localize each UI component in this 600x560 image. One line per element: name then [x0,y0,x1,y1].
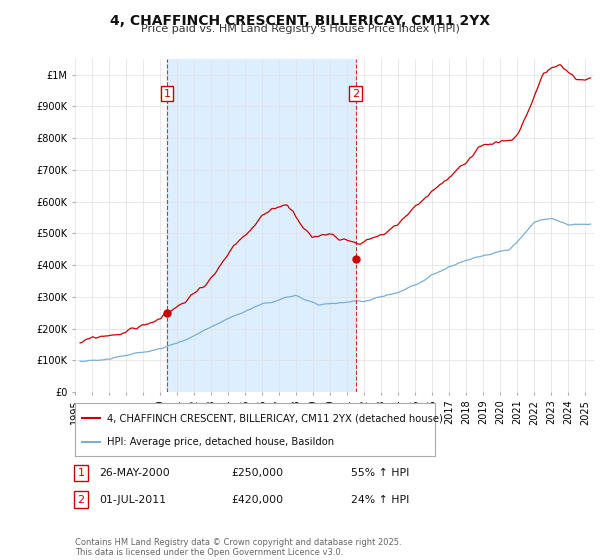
Bar [167,59,356,392]
Text: 55% ↑ HPI: 55% ↑ HPI [351,468,409,478]
Text: 1: 1 [164,88,170,99]
Text: 4, CHAFFINCH CRESCENT, BILLERICAY, CM11 2YX (detached house): 4, CHAFFINCH CRESCENT, BILLERICAY, CM11 … [107,413,443,423]
Text: Contains HM Land Registry data © Crown copyright and database right 2025.
This d: Contains HM Land Registry data © Crown c… [75,538,401,557]
Text: £420,000: £420,000 [231,494,283,505]
Text: Price paid vs. HM Land Registry's House Price Index (HPI): Price paid vs. HM Land Registry's House … [140,24,460,34]
Text: HPI: Average price, detached house, Basildon: HPI: Average price, detached house, Basi… [107,436,335,446]
Text: 01-JUL-2011: 01-JUL-2011 [99,494,166,505]
Text: 2: 2 [352,88,359,99]
Text: 1: 1 [77,468,85,478]
Text: 2: 2 [77,494,85,505]
Text: 26-MAY-2000: 26-MAY-2000 [99,468,170,478]
Text: 24% ↑ HPI: 24% ↑ HPI [351,494,409,505]
Text: £250,000: £250,000 [231,468,283,478]
Text: 4, CHAFFINCH CRESCENT, BILLERICAY, CM11 2YX: 4, CHAFFINCH CRESCENT, BILLERICAY, CM11 … [110,14,490,28]
